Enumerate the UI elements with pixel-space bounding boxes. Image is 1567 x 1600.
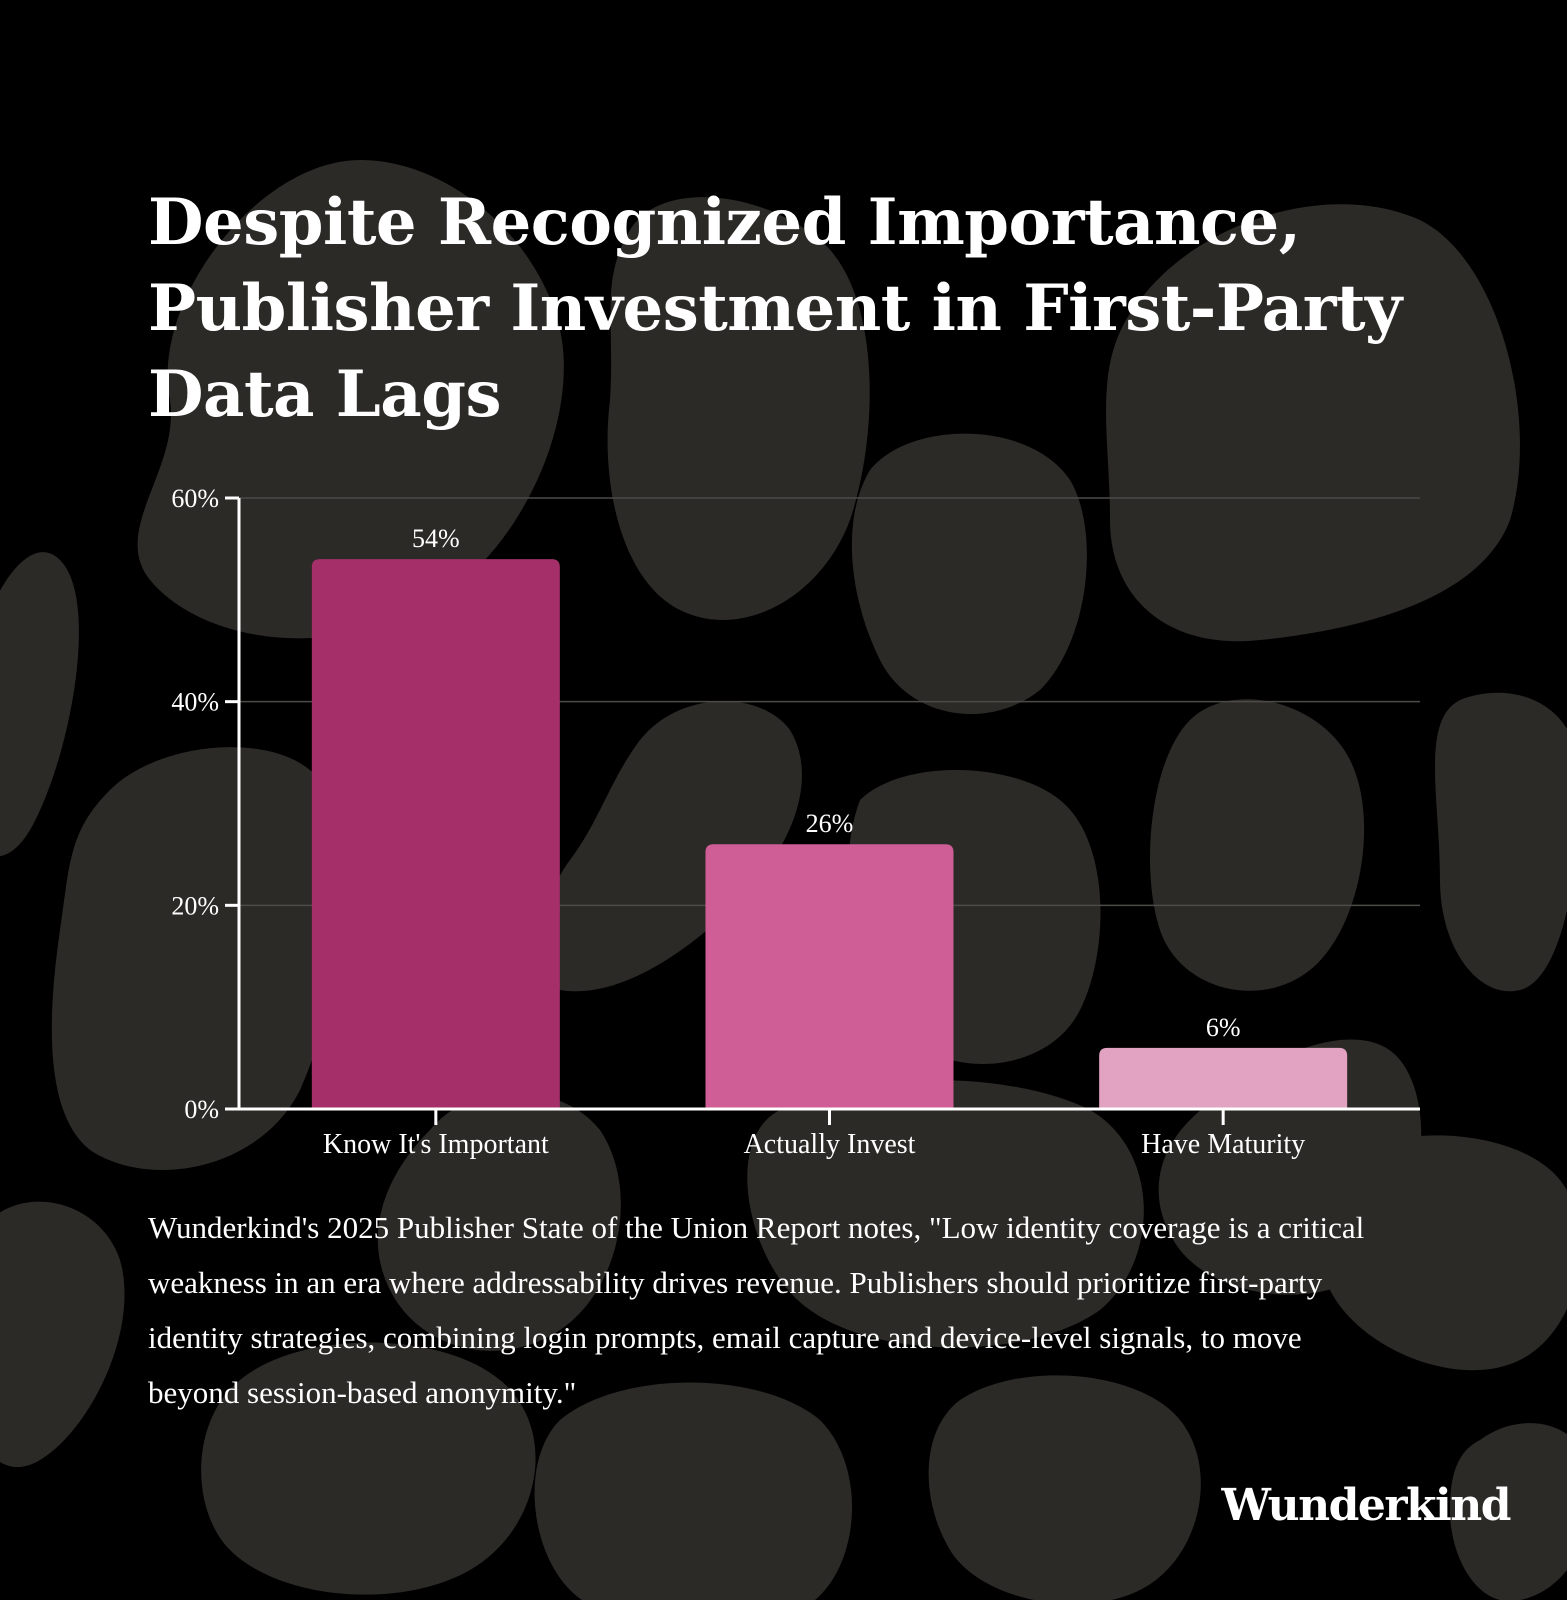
background-blob [607, 197, 870, 620]
body-text: Wunderkind's 2025 Publisher State of the… [148, 1210, 1365, 1410]
data-label: 6% [1206, 1013, 1241, 1042]
data-label: 54% [412, 524, 460, 553]
decorative-blobs [0, 160, 1567, 1600]
data-label: 26% [806, 809, 854, 838]
background-blob [377, 1092, 621, 1351]
brand-logo: Wunderkind [1221, 1480, 1511, 1531]
y-tick-label: 60% [171, 484, 219, 513]
background-blob [1435, 692, 1567, 992]
background-blob [1106, 204, 1520, 642]
y-tick-label: 20% [171, 891, 219, 920]
background-blob [1150, 699, 1365, 991]
background-blob [747, 1080, 1144, 1348]
y-tick-label: 0% [184, 1095, 219, 1124]
background-blob [51, 747, 347, 1170]
background-blob [137, 160, 564, 639]
bar [1099, 1047, 1348, 1109]
x-tick-label: Know It's Important [323, 1129, 549, 1160]
bars [311, 559, 1348, 1109]
axes [225, 496, 1420, 1125]
bar [311, 559, 560, 1109]
background-blob [201, 1342, 536, 1595]
chart-title: Despite Recognized Importance, Publisher… [148, 185, 1402, 432]
bar [705, 844, 954, 1109]
background-blob [1312, 1135, 1567, 1371]
background-blob [534, 1382, 853, 1600]
background-blob [537, 701, 802, 992]
x-tick-label: Actually Invest [744, 1129, 916, 1160]
background-blob [1450, 1423, 1567, 1600]
background-blob [851, 433, 1087, 714]
background-blob [0, 1201, 125, 1467]
background-blob [0, 552, 79, 856]
labels: 0% 20% 40% 60% 54% Know It's Important 26% Actu… [171, 484, 1305, 1160]
background-blob [928, 1375, 1201, 1600]
y-tick-label: 40% [171, 688, 219, 717]
x-tick-label: Have Maturity [1141, 1129, 1305, 1160]
